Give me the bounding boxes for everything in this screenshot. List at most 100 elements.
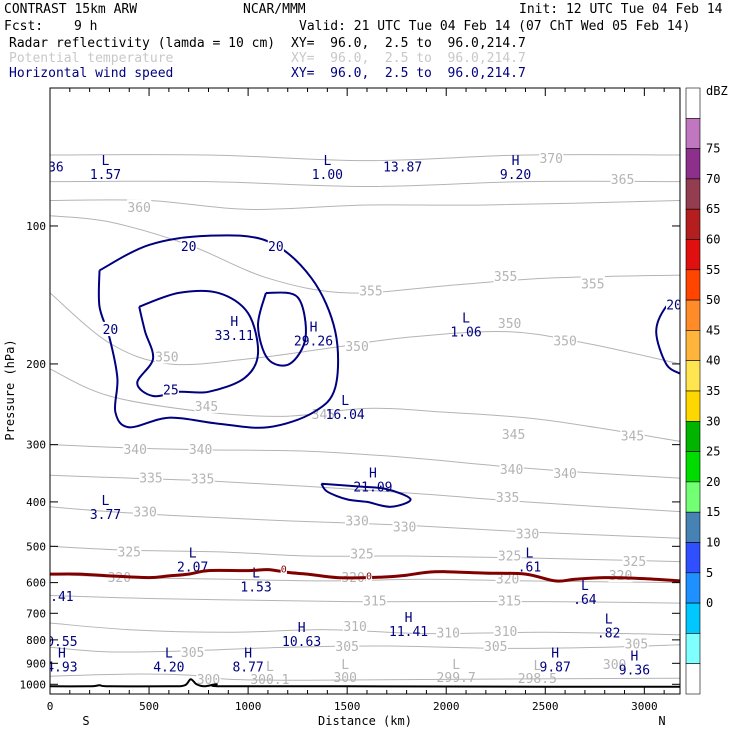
legend-swatch bbox=[685, 148, 701, 180]
wind-contour-30 bbox=[256, 291, 307, 367]
wind-extremum-letter: H bbox=[512, 154, 520, 169]
legend-label: 65 bbox=[706, 202, 720, 216]
theta-label-330: 330 bbox=[393, 520, 416, 535]
wind-label-20: 20 bbox=[103, 323, 119, 338]
legend-swatch bbox=[685, 663, 701, 695]
theta-label-310: 310 bbox=[343, 620, 366, 635]
theta-contour-345 bbox=[50, 368, 680, 442]
wind-contour-20 bbox=[320, 482, 412, 508]
theta-label-355-bg bbox=[358, 283, 384, 298]
y-tick-label: 600 bbox=[26, 577, 46, 590]
x-tick-label: 500 bbox=[139, 700, 159, 713]
wind-extremum-value: 33.11 bbox=[215, 329, 254, 344]
wind-extremum-letter: H bbox=[405, 611, 413, 626]
theta-label-320: 320 bbox=[108, 571, 131, 586]
y-tick-label: 900 bbox=[26, 657, 46, 670]
wind-extremum-letter: L bbox=[189, 546, 197, 561]
theta-label-340: 340 bbox=[500, 463, 523, 478]
x-tick-label: 1000 bbox=[235, 700, 262, 713]
theta-label-340-bg bbox=[499, 461, 524, 476]
wind-label-20-bg bbox=[180, 238, 197, 254]
wind-extremum-value: 21.09 bbox=[353, 481, 392, 496]
theta-label-345: 345 bbox=[621, 429, 644, 444]
model-title: CONTRAST 15km ARW bbox=[4, 2, 138, 17]
wind-extremum-letter: H bbox=[551, 646, 559, 661]
theta-label-305-bg bbox=[483, 638, 508, 653]
theta-label-305: 305 bbox=[181, 646, 204, 661]
terrain-line bbox=[49, 678, 680, 688]
terrain bbox=[49, 678, 680, 688]
y-tick-label: 800 bbox=[26, 634, 46, 647]
wind-label-20-bg bbox=[102, 321, 119, 337]
wind-extremum-value: 29.26 bbox=[294, 335, 333, 350]
theta-contour-370 bbox=[50, 154, 680, 162]
theta-extremum-letter: L bbox=[341, 658, 349, 673]
valid-time: Valid: 21 UTC Tue 04 Feb 14 (07 ChT Wed … bbox=[299, 19, 691, 34]
wind-extremum-value: 9.36 bbox=[619, 664, 650, 679]
wind-extremum-value: 10.63 bbox=[282, 635, 321, 650]
theta-label-350: 350 bbox=[553, 335, 576, 350]
theta-label-305-bg bbox=[180, 644, 205, 659]
wind-extremum-value: 9.87 bbox=[540, 660, 571, 675]
theta-label-325-bg bbox=[622, 553, 647, 569]
theta-contour-300 bbox=[50, 673, 680, 681]
field-theta: Potential temperature bbox=[9, 51, 174, 66]
legend-label: 75 bbox=[706, 142, 720, 156]
theta-label-335-bg bbox=[495, 489, 520, 504]
theta-label-335: 335 bbox=[496, 491, 519, 506]
theta-label-300: 300 bbox=[603, 658, 626, 673]
theta-label-330-bg bbox=[133, 504, 158, 519]
legend-swatch bbox=[685, 572, 701, 604]
legend-swatch bbox=[685, 420, 701, 452]
theta-label-350: 350 bbox=[345, 340, 368, 355]
wind-extremum-value: 1.53 bbox=[240, 581, 271, 596]
wind-extremum-value: .64 bbox=[573, 593, 597, 608]
theta-label-355-bg bbox=[493, 268, 518, 283]
field-theta-xy: XY= 96.0, 2.5 to 96.0,214.7 bbox=[291, 51, 526, 66]
plot-frame bbox=[49, 87, 681, 695]
wind-label-20: 20 bbox=[268, 240, 284, 255]
y-tick-label: 400 bbox=[26, 496, 46, 509]
theta-label-345: 345 bbox=[195, 400, 218, 415]
theta-contour-335 bbox=[50, 474, 680, 513]
wind-extremum-letter: H bbox=[631, 650, 639, 665]
wind-extremum-value: 11.41 bbox=[389, 625, 428, 640]
legend-swatch bbox=[685, 208, 701, 240]
y-tick-label: 300 bbox=[26, 439, 46, 452]
wind-extremum-letter: H bbox=[58, 646, 66, 661]
wind-label-20-bg bbox=[665, 296, 680, 312]
theta-contour-305 bbox=[50, 644, 680, 653]
theta-label-310-bg bbox=[343, 618, 368, 633]
theta-label-320: 320 bbox=[496, 573, 519, 588]
legend-swatch bbox=[685, 542, 701, 574]
theta-label-340: 340 bbox=[123, 443, 146, 458]
legend-label: 40 bbox=[706, 354, 720, 368]
wind-extremum-letter: H bbox=[369, 467, 377, 482]
theta-label-330-bg bbox=[392, 519, 417, 534]
legend-label: 30 bbox=[706, 414, 720, 428]
theta-label-345-bg bbox=[194, 398, 219, 413]
x-tick-label: 1500 bbox=[334, 700, 361, 713]
wind-label-25-bg bbox=[162, 382, 179, 397]
theta-contour-330 bbox=[50, 506, 680, 539]
wind-extremum-letter: L bbox=[605, 612, 613, 627]
y-tick-label: 100 bbox=[26, 220, 46, 233]
legend-label: 20 bbox=[706, 475, 720, 489]
theta-label-325-bg bbox=[349, 546, 375, 561]
wind-extremum-letter: L bbox=[102, 494, 110, 509]
wind-extremum-value: .61 bbox=[518, 560, 541, 575]
theta-label-305-bg bbox=[335, 638, 360, 653]
legend-label: 50 bbox=[706, 293, 720, 307]
theta-extremum-letter: L bbox=[266, 660, 274, 675]
wind-extremum-value: 36 bbox=[48, 160, 64, 175]
x-axis-ticks: 0 500 1000 1500 2000 2500 3000 bbox=[47, 88, 665, 713]
freezing-level-label-bg bbox=[280, 563, 287, 575]
theta-label-345-bg bbox=[620, 428, 645, 443]
theta-label-315: 315 bbox=[363, 595, 386, 610]
legend-label: 70 bbox=[706, 172, 720, 186]
freezing-level-label: 0 bbox=[281, 565, 287, 576]
x-axis-label: Distance (km) bbox=[318, 714, 412, 728]
